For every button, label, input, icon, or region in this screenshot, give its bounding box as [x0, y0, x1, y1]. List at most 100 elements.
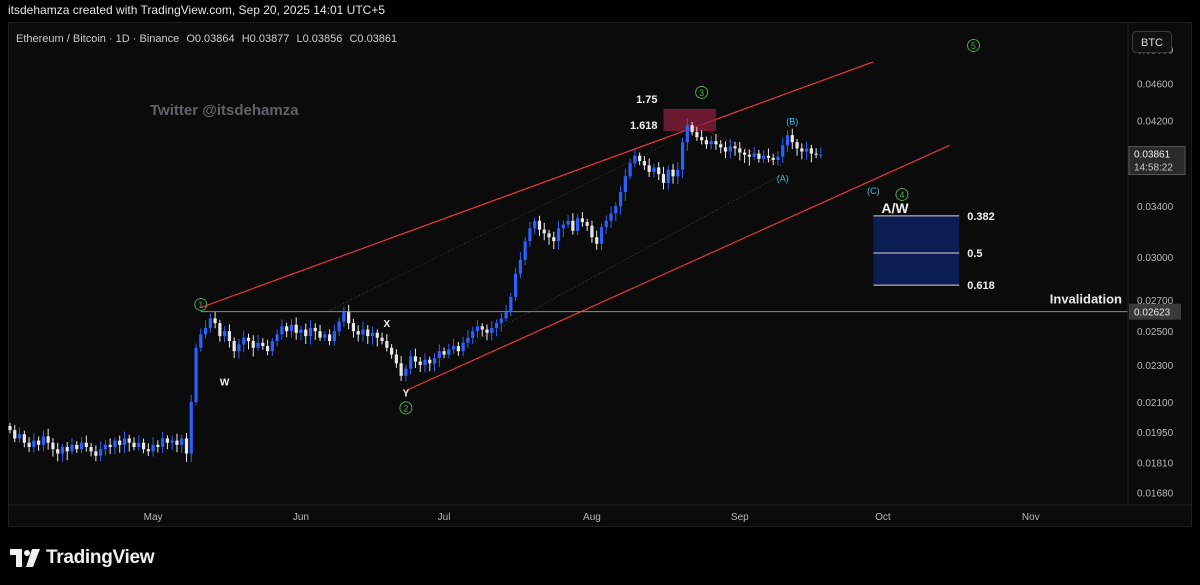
candle-body: [566, 220, 570, 225]
candle-body: [79, 442, 84, 450]
wave-label: (B): [786, 116, 798, 126]
candle-body: [413, 356, 418, 362]
invalidation-label: Invalidation: [1050, 292, 1122, 307]
candle-body: [447, 349, 451, 355]
candle-body: [327, 334, 332, 342]
candle-body: [642, 161, 647, 166]
candle-body: [84, 442, 88, 448]
candle-body: [184, 438, 189, 454]
candle-body: [571, 220, 575, 231]
candle-body: [585, 222, 589, 226]
candle-body: [466, 337, 470, 343]
high-label: H: [241, 33, 250, 45]
candle-body: [437, 351, 441, 359]
candle-body: [738, 148, 742, 153]
candle-body: [666, 169, 670, 183]
candle-body: [218, 323, 222, 337]
candle-body: [638, 155, 642, 162]
candle-body: [423, 359, 427, 366]
fib-target-label: A/W: [881, 200, 909, 216]
candle-body: [146, 449, 150, 452]
candle-body: [342, 312, 346, 322]
price-axis: 0.050000.046000.042000.038000.034000.030…: [1127, 22, 1186, 505]
price-tick-label: 0.02100: [1137, 398, 1174, 409]
candle-body: [137, 442, 141, 448]
candle-body: [762, 155, 766, 159]
candle-body: [771, 157, 775, 160]
candle-body: [452, 346, 456, 350]
extension-zone: [663, 108, 716, 132]
currency-button[interactable]: BTC: [1132, 31, 1172, 53]
high-value: 0.03877: [249, 33, 290, 45]
candle-body: [714, 141, 718, 145]
candle-body: [776, 156, 780, 160]
candle-body: [232, 341, 236, 352]
candle-body: [180, 438, 184, 445]
candle-body: [22, 434, 26, 443]
candle-body: [161, 438, 165, 448]
candle-body: [680, 142, 685, 170]
candle-body: [690, 125, 694, 133]
zone-layer: Invalidation 0.02623 1.75 1.618 0.382 0.5 0.61…: [200, 94, 1181, 320]
candle-body: [456, 346, 460, 352]
candle-body: [561, 224, 565, 229]
candle-body: [614, 206, 618, 214]
candle-body: [94, 451, 98, 456]
candle-body: [723, 147, 728, 152]
candle-body: [337, 321, 341, 332]
candle-body: [347, 312, 351, 324]
candle-body: [32, 440, 36, 448]
candle-body: [814, 153, 818, 155]
time-tick-label: May: [144, 512, 163, 523]
candle-body: [122, 438, 127, 445]
candle-body: [719, 144, 723, 148]
bar-countdown-text: 14:58:22: [1134, 163, 1173, 174]
candle-body: [275, 334, 279, 342]
candle-body: [418, 361, 422, 366]
candle-body: [380, 337, 384, 342]
candle-body: [537, 220, 542, 230]
candle-body: [103, 444, 107, 450]
candle-body: [60, 447, 65, 454]
candle-body: [494, 323, 499, 328]
wave-label: Y: [403, 388, 410, 399]
symbol-legend: Ethereum / Bitcoin · 1D · Binance O0.038…: [16, 33, 397, 45]
candle-body: [390, 347, 394, 355]
wave-label-circle: [895, 187, 909, 201]
wave-label-circle: [967, 38, 981, 52]
candle-body: [490, 327, 494, 333]
candle-body: [804, 148, 809, 152]
candle-body: [647, 165, 651, 172]
candle-body: [809, 148, 813, 154]
candle-body: [46, 436, 50, 443]
candle-body: [213, 318, 217, 324]
candle-body: [580, 218, 584, 223]
candle-body: [17, 434, 22, 439]
candle-body: [37, 440, 41, 445]
wave-label: W: [220, 377, 230, 388]
chart-panel[interactable]: [8, 22, 1192, 527]
candle-body: [790, 135, 794, 143]
candle-body: [499, 318, 503, 324]
price-tick-label: 0.03000: [1137, 253, 1174, 264]
price-tick-label: 0.02300: [1137, 361, 1174, 372]
candle-body: [576, 218, 580, 231]
candle-body: [294, 324, 298, 333]
candle-body: [504, 312, 508, 319]
candle-body: [75, 444, 79, 450]
candle-body: [41, 436, 45, 445]
candle-body: [628, 163, 632, 177]
candle-body: [404, 368, 408, 376]
candle-body: [595, 237, 599, 244]
fib-retracement-box: [873, 215, 960, 286]
candle-body: [194, 347, 198, 403]
time-tick-label: Oct: [875, 512, 891, 523]
candle-body: [552, 237, 556, 242]
candle-body: [304, 329, 308, 337]
candle-body: [113, 440, 117, 448]
candle-body: [599, 227, 604, 244]
time-tick-label: Jun: [293, 512, 309, 523]
close-label: C: [349, 33, 358, 45]
candle-body: [361, 329, 365, 335]
